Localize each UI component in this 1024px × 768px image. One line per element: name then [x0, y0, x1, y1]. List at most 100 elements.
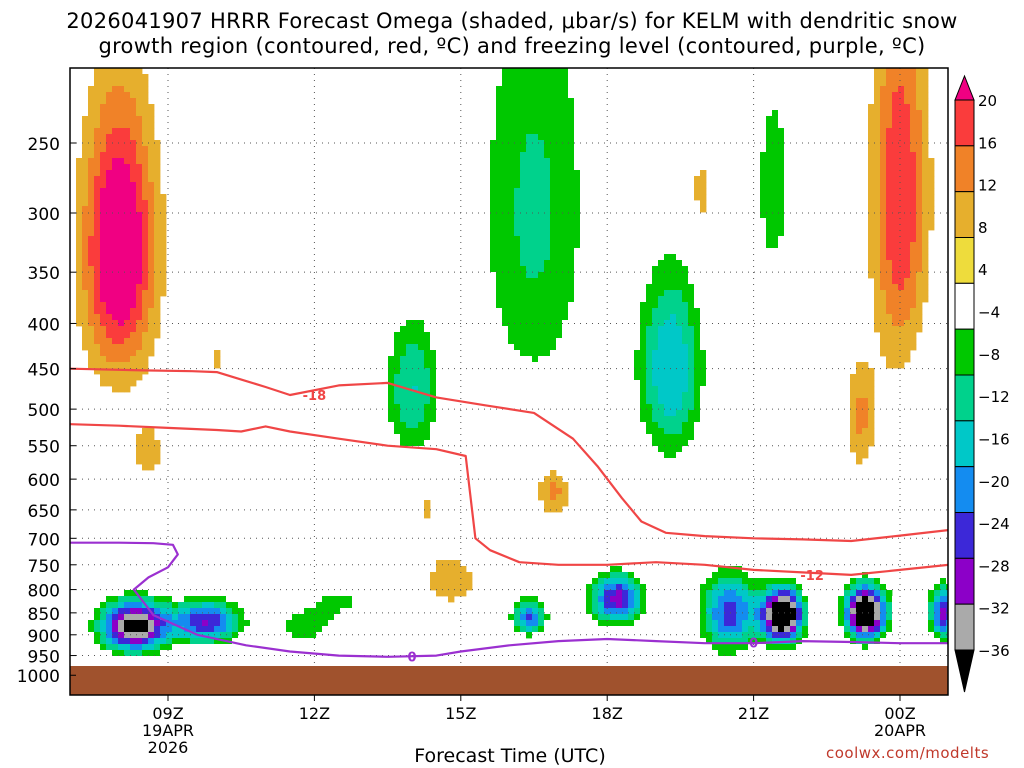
omega-cell	[868, 104, 875, 111]
omega-cell	[598, 236, 605, 243]
omega-cell	[508, 104, 515, 111]
omega-cell	[88, 206, 95, 213]
omega-cell	[562, 332, 569, 339]
omega-cell	[130, 278, 137, 285]
omega-cell	[496, 266, 503, 273]
omega-cell	[466, 272, 473, 279]
omega-cell	[130, 362, 137, 369]
omega-cell	[538, 242, 545, 249]
omega-cell	[148, 164, 155, 171]
omega-cell	[796, 170, 803, 177]
omega-cell	[544, 344, 551, 351]
omega-cell	[490, 218, 497, 225]
omega-cell	[478, 92, 485, 99]
omega-cell	[544, 188, 551, 195]
omega-cell	[646, 278, 653, 285]
omega-cell	[568, 266, 575, 273]
omega-cell	[694, 632, 701, 639]
omega-cell	[790, 74, 797, 81]
omega-cell	[466, 170, 473, 177]
omega-cell	[310, 602, 317, 609]
omega-cell	[472, 122, 479, 129]
omega-cell	[556, 110, 563, 117]
omega-cell	[118, 584, 125, 591]
omega-cell	[892, 80, 899, 87]
omega-cell	[760, 260, 767, 267]
omega-cell	[490, 140, 497, 147]
omega-cell	[196, 644, 203, 651]
omega-cell	[592, 242, 599, 249]
omega-cell	[484, 290, 491, 297]
omega-cell	[880, 284, 887, 291]
omega-cell	[274, 632, 281, 639]
omega-cell	[142, 260, 149, 267]
omega-cell	[892, 170, 899, 177]
omega-cell	[874, 302, 881, 309]
omega-cell	[904, 356, 911, 363]
omega-cell	[598, 266, 605, 273]
omega-cell	[526, 290, 533, 297]
omega-cell	[514, 134, 521, 141]
omega-cell	[922, 128, 929, 135]
omega-cell	[88, 182, 95, 189]
omega-cell	[490, 362, 497, 369]
omega-cell	[538, 344, 545, 351]
omega-cell	[640, 596, 647, 603]
omega-cell	[124, 644, 131, 651]
omega-cell	[634, 260, 641, 267]
omega-cell	[412, 338, 419, 345]
omega-cell	[784, 80, 791, 87]
contour-label: 0	[407, 650, 416, 665]
omega-cell	[766, 326, 773, 333]
omega-cell	[772, 146, 779, 153]
omega-cell	[754, 236, 761, 243]
omega-cell	[502, 86, 509, 93]
omega-cell	[382, 332, 389, 339]
omega-cell	[640, 314, 647, 321]
omega-cell	[778, 128, 785, 135]
omega-cell	[406, 302, 413, 309]
omega-cell	[550, 128, 557, 135]
omega-cell	[526, 80, 533, 87]
omega-cell	[478, 74, 485, 81]
omega-cell	[586, 140, 593, 147]
omega-cell	[922, 158, 929, 165]
omega-cell	[868, 434, 875, 441]
omega-cell	[658, 272, 665, 279]
omega-cell	[160, 650, 167, 657]
omega-cell	[880, 248, 887, 255]
omega-cell	[568, 320, 575, 327]
omega-cell	[784, 188, 791, 195]
omega-cell	[544, 140, 551, 147]
omega-cell	[700, 200, 707, 207]
omega-cell	[124, 320, 131, 327]
omega-cell	[88, 158, 95, 165]
omega-cell	[556, 362, 563, 369]
omega-cell	[688, 464, 695, 471]
omega-cell	[382, 344, 389, 351]
omega-cell	[76, 260, 83, 267]
omega-cell	[700, 170, 707, 177]
omega-cell	[682, 416, 689, 423]
omega-cell	[130, 320, 137, 327]
omega-cell	[82, 626, 89, 633]
omega-cell	[106, 122, 113, 129]
omega-cell	[718, 560, 725, 567]
omega-cell	[556, 104, 563, 111]
omega-cell	[538, 248, 545, 255]
omega-cell	[586, 236, 593, 243]
omega-cell	[136, 326, 143, 333]
omega-cell	[424, 290, 431, 297]
omega-cell	[580, 68, 587, 75]
omega-cell	[394, 344, 401, 351]
omega-cell	[592, 248, 599, 255]
omega-cell	[724, 602, 731, 609]
omega-cell	[586, 230, 593, 237]
omega-cell	[544, 338, 551, 345]
omega-cell	[748, 236, 755, 243]
omega-cell	[118, 632, 125, 639]
omega-cell	[88, 332, 95, 339]
omega-cell	[514, 218, 521, 225]
omega-cell	[94, 302, 101, 309]
